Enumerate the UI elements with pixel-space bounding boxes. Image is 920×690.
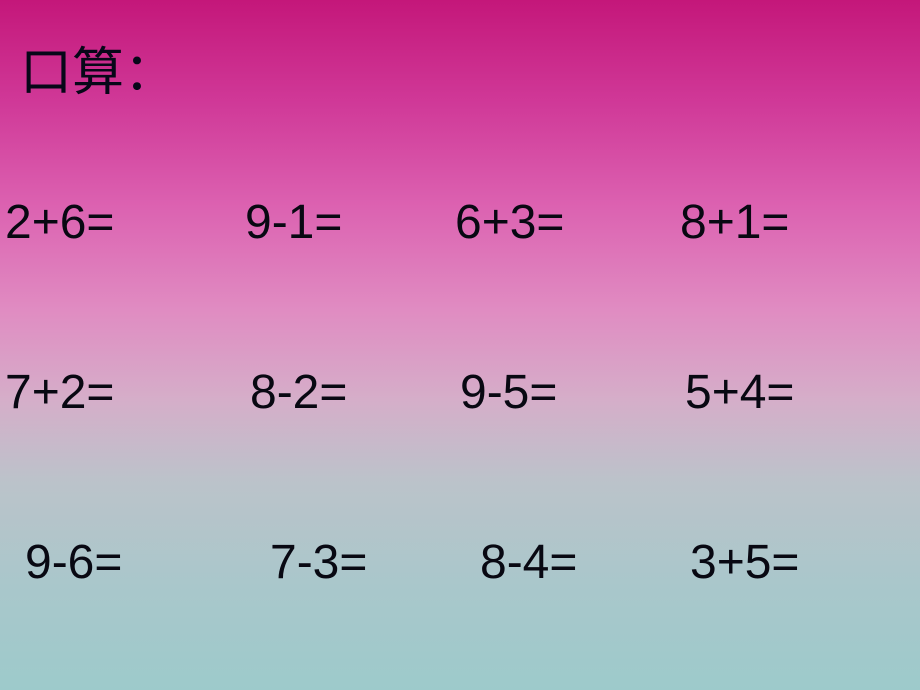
math-problem: 3+5= [690, 535, 799, 590]
math-problem: 9-5= [460, 365, 557, 420]
page-title: 口算： [20, 30, 176, 105]
math-problem: 7+2= [5, 365, 114, 420]
math-problem: 8-4= [480, 535, 577, 590]
math-problem: 2+6= [5, 195, 114, 250]
math-problem: 9-1= [245, 195, 342, 250]
math-problem: 8+1= [680, 195, 789, 250]
math-problem: 9-6= [25, 535, 122, 590]
math-problem: 5+4= [685, 365, 794, 420]
math-problem: 6+3= [455, 195, 564, 250]
math-problem: 7-3= [270, 535, 367, 590]
math-problem: 8-2= [250, 365, 347, 420]
